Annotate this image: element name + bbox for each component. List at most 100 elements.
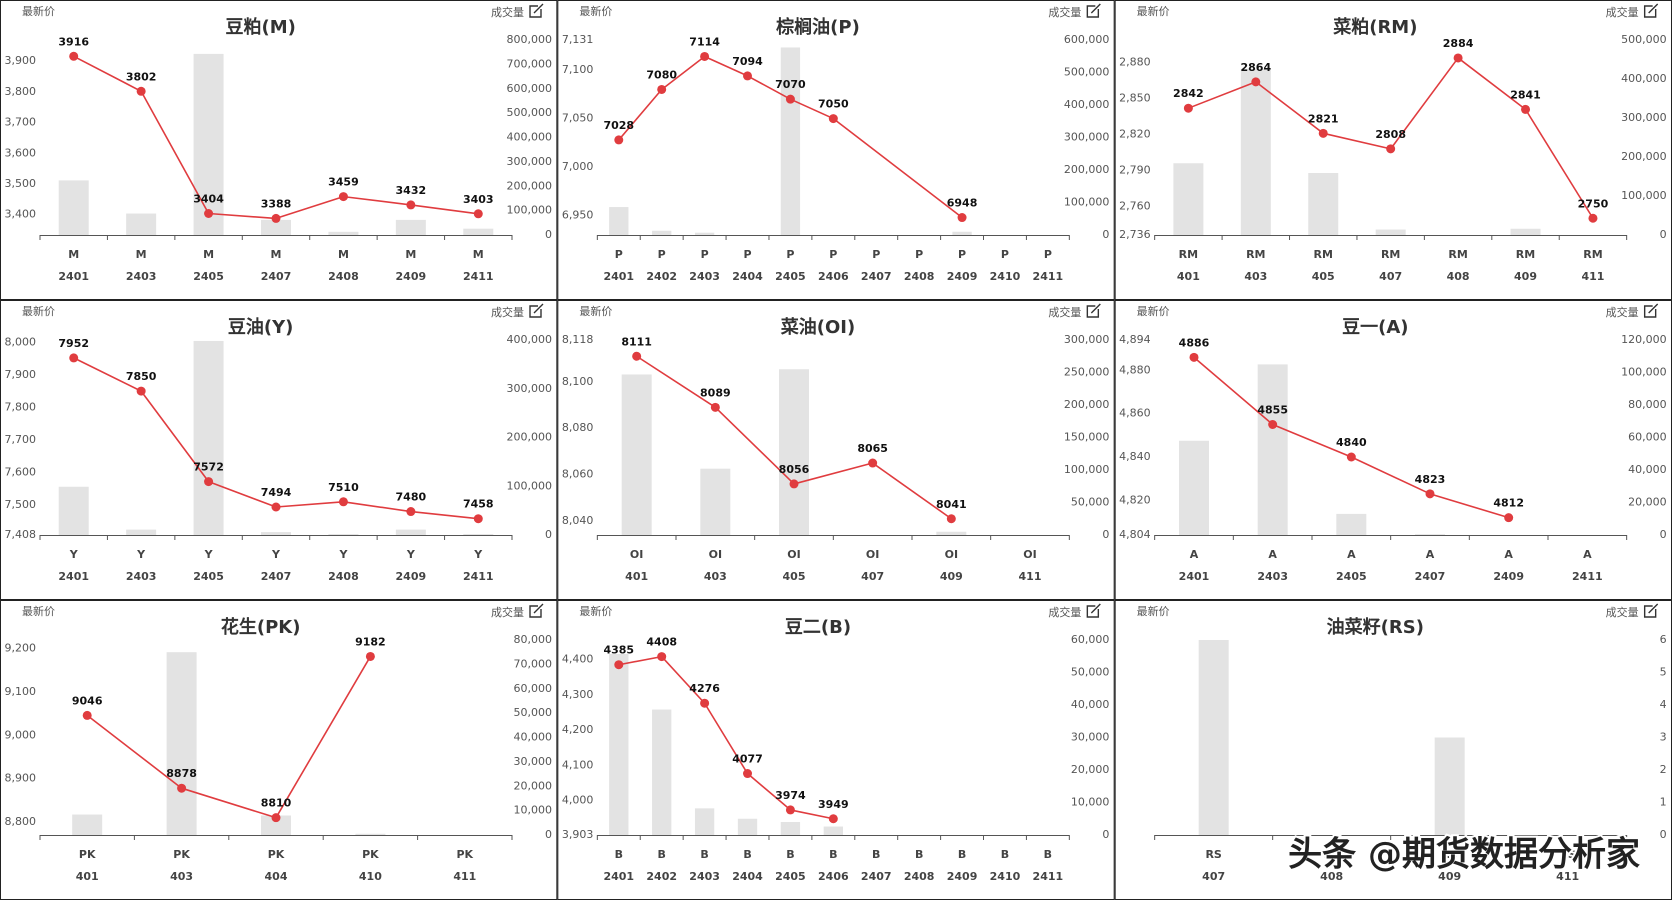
x-tick-symbol: M [271, 248, 282, 261]
x-tick-symbol: B [872, 848, 880, 861]
price-line-segment [618, 655, 662, 666]
y-tick-label: 8,800 [5, 815, 37, 828]
price-point [828, 814, 838, 824]
x-tick-symbol: A [1347, 548, 1356, 561]
price-label: 4385 [603, 644, 634, 657]
price-label: 7050 [818, 98, 849, 111]
y2-tick-label: 200,000 [1621, 150, 1667, 163]
y-axis-label: 最新价 [22, 604, 55, 618]
x-tick-symbol: PK [457, 848, 474, 861]
x-tick-symbol: B [958, 848, 966, 861]
x-tick-label: 411 [1556, 870, 1579, 883]
x-tick-label: 411 [1581, 270, 1604, 283]
price-point [785, 94, 795, 104]
price-label: 8878 [166, 767, 197, 780]
x-tick-label: 2401 [603, 870, 634, 883]
y-tick-label: 3,400 [5, 208, 37, 221]
x-tick-label: 2405 [775, 870, 806, 883]
y-tick-label: 4,820 [1119, 493, 1151, 506]
y-tick-label: 3,800 [5, 85, 37, 98]
price-point [406, 507, 416, 517]
y-tick-label: 7,000 [562, 160, 594, 173]
y2-tick-label: 0 [545, 528, 552, 541]
x-tick-symbol: P [658, 248, 666, 261]
y2-tick-label: 600,000 [507, 82, 553, 95]
price-label: 4855 [1257, 404, 1288, 417]
x-tick-label: 2408 [328, 570, 359, 583]
chart-panel: 豆一(A) 最新价 成交量 4,804 4,820 4,840 4,860 4,880 4,89… [1114, 300, 1672, 600]
x-tick-symbol: M [473, 248, 484, 261]
price-point [700, 698, 710, 708]
price-point [1183, 103, 1193, 113]
chart-title: 油菜籽(RS) [1327, 616, 1424, 638]
price-line-segment [208, 212, 277, 220]
y-tick-label: 8,900 [5, 772, 37, 785]
price-label: 3388 [261, 197, 292, 210]
y-tick-label: 6,950 [562, 209, 594, 222]
x-tick-symbol: P [829, 248, 837, 261]
y2-tick-label: 400,000 [507, 333, 553, 346]
price-label: 8810 [261, 797, 292, 810]
price-label: 9046 [72, 694, 103, 707]
y2-tick-label: 0 [1102, 228, 1109, 241]
y2-tick-label: 0 [1660, 228, 1667, 241]
x-tick-symbol: RM [1314, 248, 1333, 261]
price-label: 2841 [1510, 88, 1541, 101]
y-tick-label: 2,760 [1119, 199, 1151, 212]
y2-tick-label: 100,000 [1621, 189, 1667, 202]
chart-panel: 棕榈油(P) 最新价 成交量 6,950 7,000 7,050 7,100 7,131 0 10… [557, 0, 1115, 300]
price-label: 3403 [463, 193, 494, 206]
y-tick-label: 9,000 [5, 728, 37, 741]
y-axis-label: 最新价 [1137, 4, 1170, 18]
x-tick-symbol: OI [1023, 548, 1036, 561]
y-tick-label: 4,860 [1119, 407, 1151, 420]
x-tick-label: 403 [704, 570, 727, 583]
price-label: 4408 [646, 636, 677, 649]
y-tick-label: 4,200 [562, 723, 594, 736]
y-tick-label: 4,100 [562, 758, 594, 771]
price-label: 7028 [603, 119, 634, 132]
price-point [1425, 489, 1435, 499]
price-label: 2808 [1375, 128, 1406, 141]
y-tick-label: 8,118 [562, 333, 594, 346]
y2-tick-label: 400,000 [1621, 72, 1667, 85]
price-point [710, 402, 720, 412]
panel-border [0, 0, 558, 300]
x-tick-symbol: M [203, 248, 214, 261]
volume-bar [823, 826, 843, 835]
y-tick-label: 4,880 [1119, 363, 1151, 376]
price-line-segment [661, 656, 706, 704]
y-tick-label: 9,100 [5, 685, 37, 698]
y2-tick-label: 500,000 [1621, 33, 1667, 46]
y-tick-label: 7,600 [5, 465, 37, 478]
y2-tick-label: 300,000 [507, 155, 553, 168]
x-tick-symbol: Y [136, 548, 146, 561]
price-line-segment [86, 714, 183, 789]
y2-tick-label: 150,000 [1064, 431, 1110, 444]
price-label: 4886 [1179, 336, 1210, 349]
y-tick-label: 8,000 [5, 335, 37, 348]
y-tick-label: 2,736 [1119, 228, 1151, 241]
x-tick-symbol: PK [362, 848, 379, 861]
x-tick-label: 2411 [1572, 570, 1603, 583]
price-point [700, 51, 710, 61]
price-label: 8111 [621, 335, 652, 348]
price-point [1251, 77, 1261, 87]
y2-tick-label: 6 [1660, 633, 1667, 646]
x-tick-label: 2408 [904, 270, 935, 283]
price-label: 7114 [689, 35, 720, 48]
price-line-segment [343, 195, 411, 206]
y2-tick-label: 0 [1660, 828, 1667, 841]
y-axis-label: 最新价 [1137, 304, 1170, 318]
price-line-segment [747, 75, 791, 100]
x-tick-label: 2409 [947, 270, 978, 283]
price-line-segment [208, 480, 277, 508]
volume-bar [328, 534, 359, 535]
price-label: 7572 [193, 461, 224, 474]
volume-bar [72, 814, 103, 835]
x-tick-symbol: P [743, 248, 751, 261]
y2-axis-label: 成交量 [491, 605, 524, 619]
x-tick-label: 411 [1019, 570, 1042, 583]
y2-axis-label: 成交量 [1606, 305, 1639, 319]
y2-tick-label: 70,000 [514, 657, 553, 670]
